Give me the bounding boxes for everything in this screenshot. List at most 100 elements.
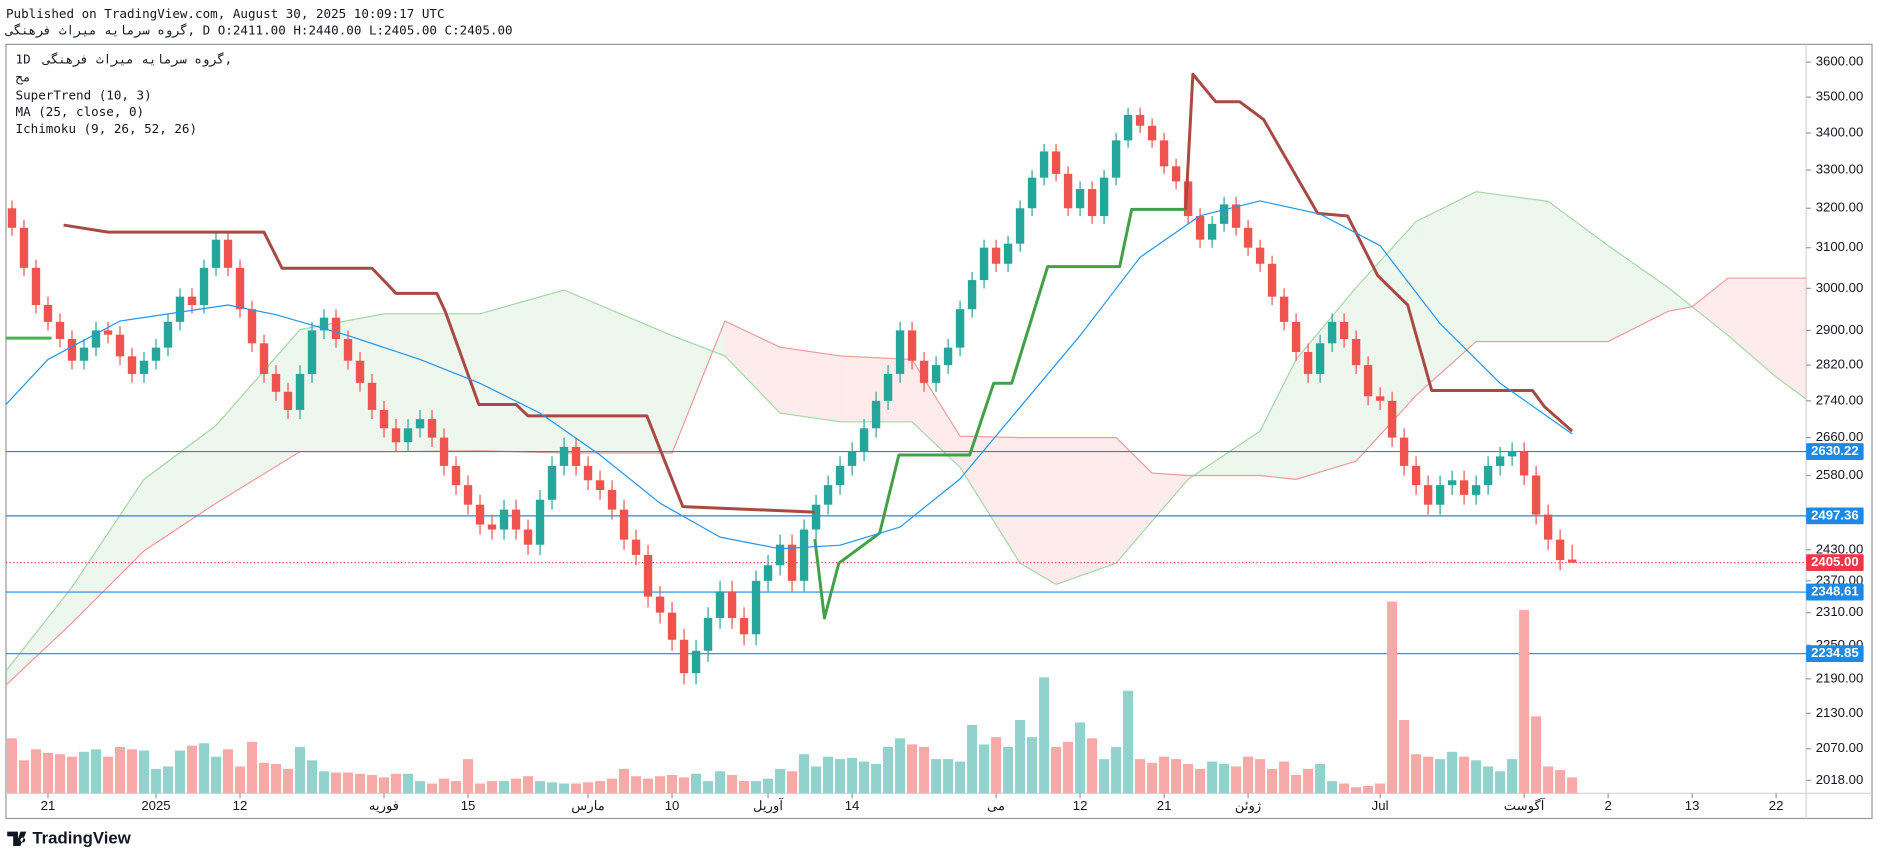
volume-bar [198, 743, 210, 794]
candle-body [1567, 559, 1577, 563]
y-tick-label: 2310.00 [1816, 604, 1864, 619]
candle-body [715, 591, 725, 619]
volume-bar [1543, 766, 1554, 794]
volume-bar [619, 768, 630, 794]
candle-body [223, 239, 233, 268]
cloud-segment [384, 313, 481, 452]
candle-body [907, 330, 917, 361]
volume-bar [150, 768, 162, 794]
candle-body [427, 419, 437, 438]
volume-bar [366, 774, 378, 794]
volume-bar [342, 772, 354, 794]
volume-bar [1075, 722, 1086, 794]
volume-bar [1363, 785, 1374, 794]
volume-bar [511, 778, 522, 794]
volume-bar [402, 773, 414, 794]
candle-body [1363, 365, 1373, 397]
candle-body [655, 596, 665, 613]
volume-bar [811, 766, 822, 794]
candle-body [163, 321, 173, 348]
x-tick-label: 10 [665, 798, 680, 813]
x-tick-label: می [987, 798, 1005, 813]
candle-body [1483, 465, 1493, 486]
x-tick-label: 12 [1073, 798, 1088, 813]
candle-body [1507, 451, 1517, 457]
legend-indicator: SuperTrend (10, 3) [16, 87, 152, 102]
candle-body [199, 267, 209, 306]
legend-symbol: گروه سرمایه میراث فرهنگی, [42, 51, 232, 67]
candle-body [763, 565, 773, 581]
volume [6, 601, 1578, 794]
volume-bar [1279, 761, 1290, 794]
volume-bar [42, 752, 54, 794]
candle-body [1399, 437, 1409, 466]
volume-bar [943, 759, 954, 794]
y-tick-label: 3200.00 [1816, 200, 1864, 215]
volume-bar [6, 738, 18, 794]
volume-bar [258, 762, 270, 794]
volume-bar [90, 749, 102, 794]
candle-body [1135, 114, 1145, 126]
cloud-segment [300, 313, 385, 452]
candle-body [187, 296, 197, 306]
x-tick-label: Jul [1372, 798, 1389, 813]
candle-body [7, 208, 17, 228]
y-tick-label: 2070.00 [1816, 740, 1864, 755]
candle-body [1171, 166, 1181, 182]
cloud-segment [960, 436, 1021, 564]
volume-bar [1519, 610, 1530, 794]
volume-bar [294, 746, 306, 794]
volume-bar [1087, 738, 1098, 794]
candle-body [331, 317, 341, 339]
volume-bar [1267, 768, 1278, 794]
volume-bar [66, 756, 78, 794]
volume-bar [799, 754, 810, 794]
cloud-segment [1548, 201, 1609, 342]
candle-body [1519, 451, 1529, 476]
x-tick-label: فوریه [369, 798, 399, 814]
volume-bar [414, 781, 426, 794]
cloud-segment [1776, 278, 1807, 400]
volume-bar [1327, 781, 1338, 794]
cloud-segment [1668, 287, 1693, 312]
price-label: 2348.61 [1811, 584, 1859, 599]
volume-bar [1255, 759, 1266, 794]
volume-bar [282, 768, 294, 794]
volume-bar [378, 777, 390, 794]
y-tick-label: 2660.00 [1816, 429, 1864, 444]
volume-bar [871, 763, 882, 794]
volume-bar [1495, 771, 1506, 794]
volume-bar [523, 776, 534, 794]
cloud-segment [1188, 431, 1261, 480]
volume-bar [679, 777, 690, 794]
x-tick-label: آوریل [753, 797, 784, 814]
candle-body [1231, 204, 1241, 228]
volume-bar [1027, 737, 1038, 794]
x-tick-label: 21 [41, 798, 56, 813]
volume-bar [751, 781, 762, 794]
candle-body [355, 360, 365, 383]
candle-body [67, 338, 77, 361]
candle-body [1063, 173, 1073, 209]
candle-body [55, 321, 65, 339]
candle-body [1243, 227, 1253, 248]
candle-body [787, 544, 797, 581]
price-label: 2234.85 [1811, 645, 1859, 660]
candle-body [295, 373, 305, 410]
x-tick-label: مارس [571, 798, 604, 814]
candle-body [499, 509, 509, 530]
volume-bar [126, 749, 138, 794]
legend-market: مح [16, 69, 31, 85]
candle-body [895, 330, 905, 374]
y-tick-label: 2820.00 [1816, 357, 1864, 372]
candle-body [691, 650, 701, 674]
volume-bar [306, 760, 318, 794]
volume-bar [474, 783, 486, 794]
volume-bar [1099, 759, 1110, 794]
volume-bar [1399, 720, 1410, 794]
y-tick-label: 2580.00 [1816, 467, 1864, 482]
volume-bar [390, 773, 402, 794]
candle-body [487, 524, 497, 530]
volume-bar [114, 746, 126, 794]
volume-bar [1315, 763, 1326, 794]
